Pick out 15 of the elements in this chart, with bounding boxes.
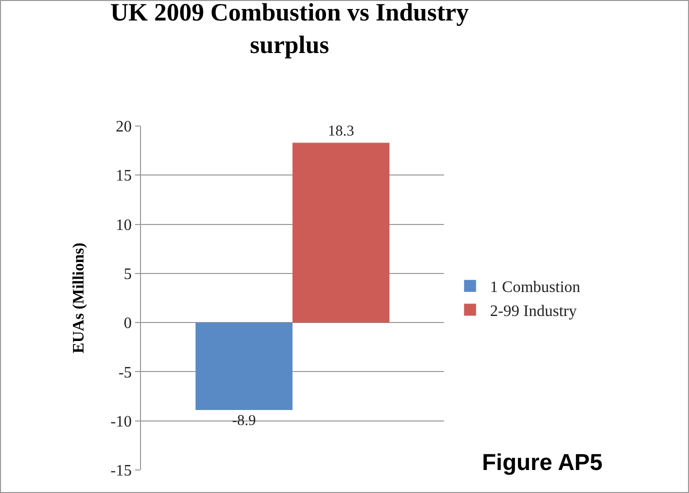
y-tick-label: -15: [110, 462, 132, 480]
y-tick-label: 10: [116, 216, 132, 234]
y-tick-label: 20: [116, 118, 132, 136]
chart-title: UK 2009 Combustion vs Industry surplus: [110, 0, 470, 60]
legend-label: 1 Combustion: [490, 279, 580, 296]
text: Figure AP5: [482, 449, 603, 475]
y-tick-label: 5: [124, 266, 132, 284]
data-label: -8.9: [232, 413, 256, 430]
legend-label: 2-99 Industry: [490, 302, 577, 320]
y-tick-label: 0: [124, 315, 132, 332]
y-tick-label: 15: [116, 168, 132, 185]
y-tick-label: -10: [110, 413, 132, 430]
y-axis-title: EUAs (Millions): [70, 242, 88, 354]
data-label: 18.3: [328, 124, 354, 140]
y-tick-label: -5: [118, 364, 132, 382]
